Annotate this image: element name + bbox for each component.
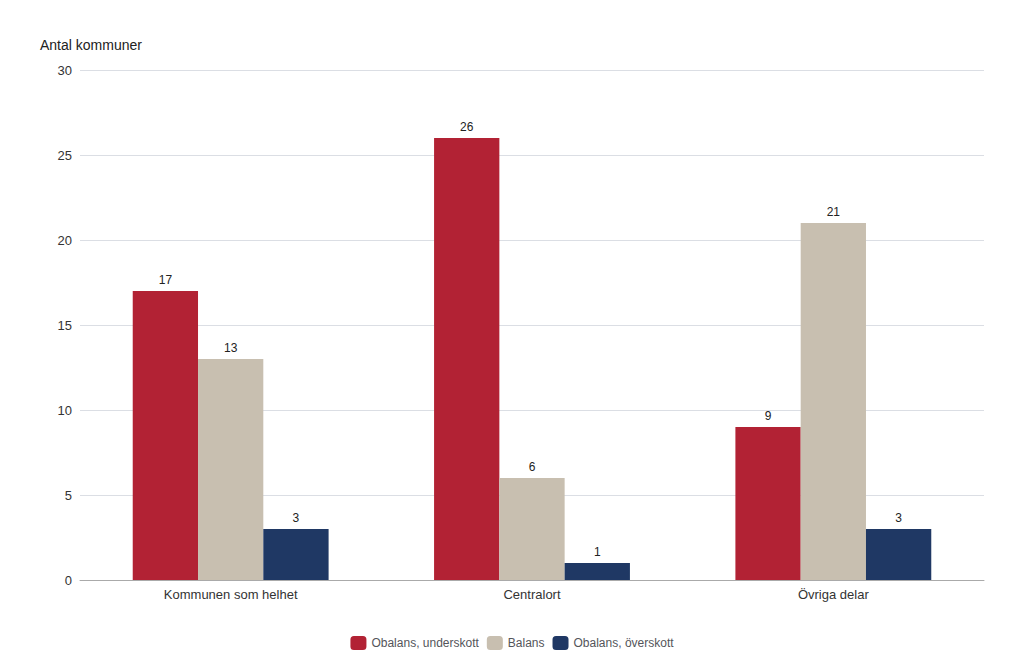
svg-text:Obalans, underskott: Obalans, underskott: [371, 636, 479, 650]
svg-text:21: 21: [827, 205, 841, 219]
svg-text:Obalans, överskott: Obalans, överskott: [574, 636, 675, 650]
svg-text:25: 25: [58, 148, 72, 163]
svg-text:Balans: Balans: [508, 636, 545, 650]
svg-text:26: 26: [460, 120, 474, 134]
svg-text:Antal kommuner: Antal kommuner: [40, 37, 142, 53]
svg-text:3: 3: [895, 511, 902, 525]
svg-text:13: 13: [224, 341, 238, 355]
svg-text:Kommunen som helhet: Kommunen som helhet: [164, 587, 298, 602]
svg-text:3: 3: [293, 511, 300, 525]
svg-text:5: 5: [65, 488, 72, 503]
svg-text:30: 30: [58, 63, 72, 78]
svg-text:6: 6: [529, 460, 536, 474]
svg-text:20: 20: [58, 233, 72, 248]
svg-text:17: 17: [159, 273, 173, 287]
svg-text:1: 1: [594, 545, 601, 559]
svg-text:0: 0: [65, 573, 72, 588]
svg-text:15: 15: [58, 318, 72, 333]
svg-text:10: 10: [58, 403, 72, 418]
svg-text:9: 9: [765, 409, 772, 423]
svg-text:Övriga delar: Övriga delar: [798, 587, 869, 602]
svg-text:Centralort: Centralort: [503, 587, 560, 602]
